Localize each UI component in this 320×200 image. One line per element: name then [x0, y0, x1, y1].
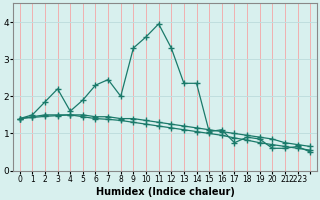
- X-axis label: Humidex (Indice chaleur): Humidex (Indice chaleur): [96, 187, 234, 197]
